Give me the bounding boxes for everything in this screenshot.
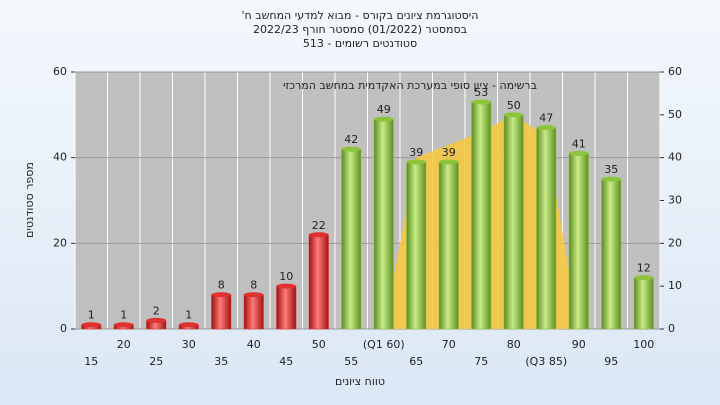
bar-top xyxy=(569,150,589,156)
annotation: ברשימה - ציון סופי במערכת האקדמית במחשב … xyxy=(283,79,537,92)
bar xyxy=(503,114,524,330)
x-tick-label: 70 xyxy=(442,338,456,351)
bar-top xyxy=(439,159,459,165)
y2-tick-label: 10 xyxy=(668,279,682,292)
x-tick-label: 80 xyxy=(507,338,521,351)
subtitle: סטודנטים רשומים - 513 xyxy=(303,37,417,50)
x-tick-label: 90 xyxy=(572,338,586,351)
bar xyxy=(373,118,394,330)
y-tick-label: 20 xyxy=(53,236,67,249)
x-axis-title: טווח ציונים xyxy=(335,375,385,388)
y2-tick-label: 0 xyxy=(668,322,675,335)
bar-top xyxy=(276,283,296,289)
x-tick-label: 15 xyxy=(84,355,98,368)
value-label: 53 xyxy=(474,86,488,99)
bar xyxy=(276,285,297,330)
value-label: 8 xyxy=(250,279,257,292)
y-tick-label: 40 xyxy=(53,151,67,164)
bar-top xyxy=(504,112,524,118)
value-label: 47 xyxy=(539,112,553,125)
y2-tick-label: 30 xyxy=(668,194,682,207)
bar xyxy=(471,101,492,330)
bar xyxy=(568,153,589,330)
bar xyxy=(633,277,654,330)
bar-top xyxy=(211,292,231,298)
bar-top xyxy=(601,176,621,182)
value-label: 8 xyxy=(218,279,225,292)
y-axis-title: מספר סטודנטים xyxy=(23,162,36,238)
x-tick-label: 100 xyxy=(633,338,654,351)
x-tick-label: 95 xyxy=(604,355,618,368)
bar-top xyxy=(341,146,361,152)
bar-top xyxy=(309,232,329,238)
value-label: 1 xyxy=(185,309,192,322)
value-label: 12 xyxy=(637,262,651,275)
value-label: 39 xyxy=(442,146,456,159)
y-tick-label: 60 xyxy=(53,65,67,78)
x-tick-label: 65 xyxy=(409,355,423,368)
x-tick-label: 45 xyxy=(279,355,293,368)
bar-top xyxy=(536,125,556,131)
bar-top xyxy=(114,322,134,328)
x-tick-label: (Q3 85) xyxy=(525,355,567,368)
subtitle: בסמסטר (01/2022) סמסטר חורף 2022/23 xyxy=(253,23,467,36)
bar xyxy=(536,127,557,330)
x-tick-label: 30 xyxy=(182,338,196,351)
y2-tick-label: 50 xyxy=(668,108,682,121)
value-label: 10 xyxy=(279,270,293,283)
y2-tick-label: 20 xyxy=(668,236,682,249)
bar xyxy=(406,161,427,330)
value-label: 39 xyxy=(409,146,423,159)
bar-top xyxy=(146,317,166,323)
value-label: 41 xyxy=(572,137,586,150)
value-label: 35 xyxy=(604,163,618,176)
value-label: 22 xyxy=(312,219,326,232)
x-tick-label: 75 xyxy=(474,355,488,368)
bar xyxy=(211,294,232,330)
y2-tick-label: 60 xyxy=(668,65,682,78)
bar xyxy=(308,234,329,330)
chart-title: היסטוגרמת ציונים בקורס - מבוא למדעי המחש… xyxy=(242,9,479,22)
x-tick-label: 40 xyxy=(247,338,261,351)
y2-tick-label: 40 xyxy=(668,151,682,164)
value-label: 49 xyxy=(377,103,391,116)
x-tick-label: 25 xyxy=(149,355,163,368)
value-label: 1 xyxy=(88,309,95,322)
bar xyxy=(601,178,622,330)
bar xyxy=(243,294,264,330)
value-label: 2 xyxy=(153,304,160,317)
value-label: 42 xyxy=(344,133,358,146)
bar-top xyxy=(81,322,101,328)
x-tick-label: 50 xyxy=(312,338,326,351)
bar xyxy=(341,148,362,330)
bar-top xyxy=(471,99,491,105)
bar-top xyxy=(634,275,654,281)
x-tick-label: 20 xyxy=(117,338,131,351)
x-tick-label: 35 xyxy=(214,355,228,368)
x-tick-label: (Q1 60) xyxy=(363,338,405,351)
bar-top xyxy=(244,292,264,298)
value-label: 50 xyxy=(507,99,521,112)
bar-top xyxy=(374,116,394,122)
x-tick-label: 55 xyxy=(344,355,358,368)
bar-top xyxy=(406,159,426,165)
bar xyxy=(438,161,459,330)
bar-top xyxy=(179,322,199,328)
y-tick-label: 0 xyxy=(60,322,67,335)
value-label: 1 xyxy=(120,309,127,322)
